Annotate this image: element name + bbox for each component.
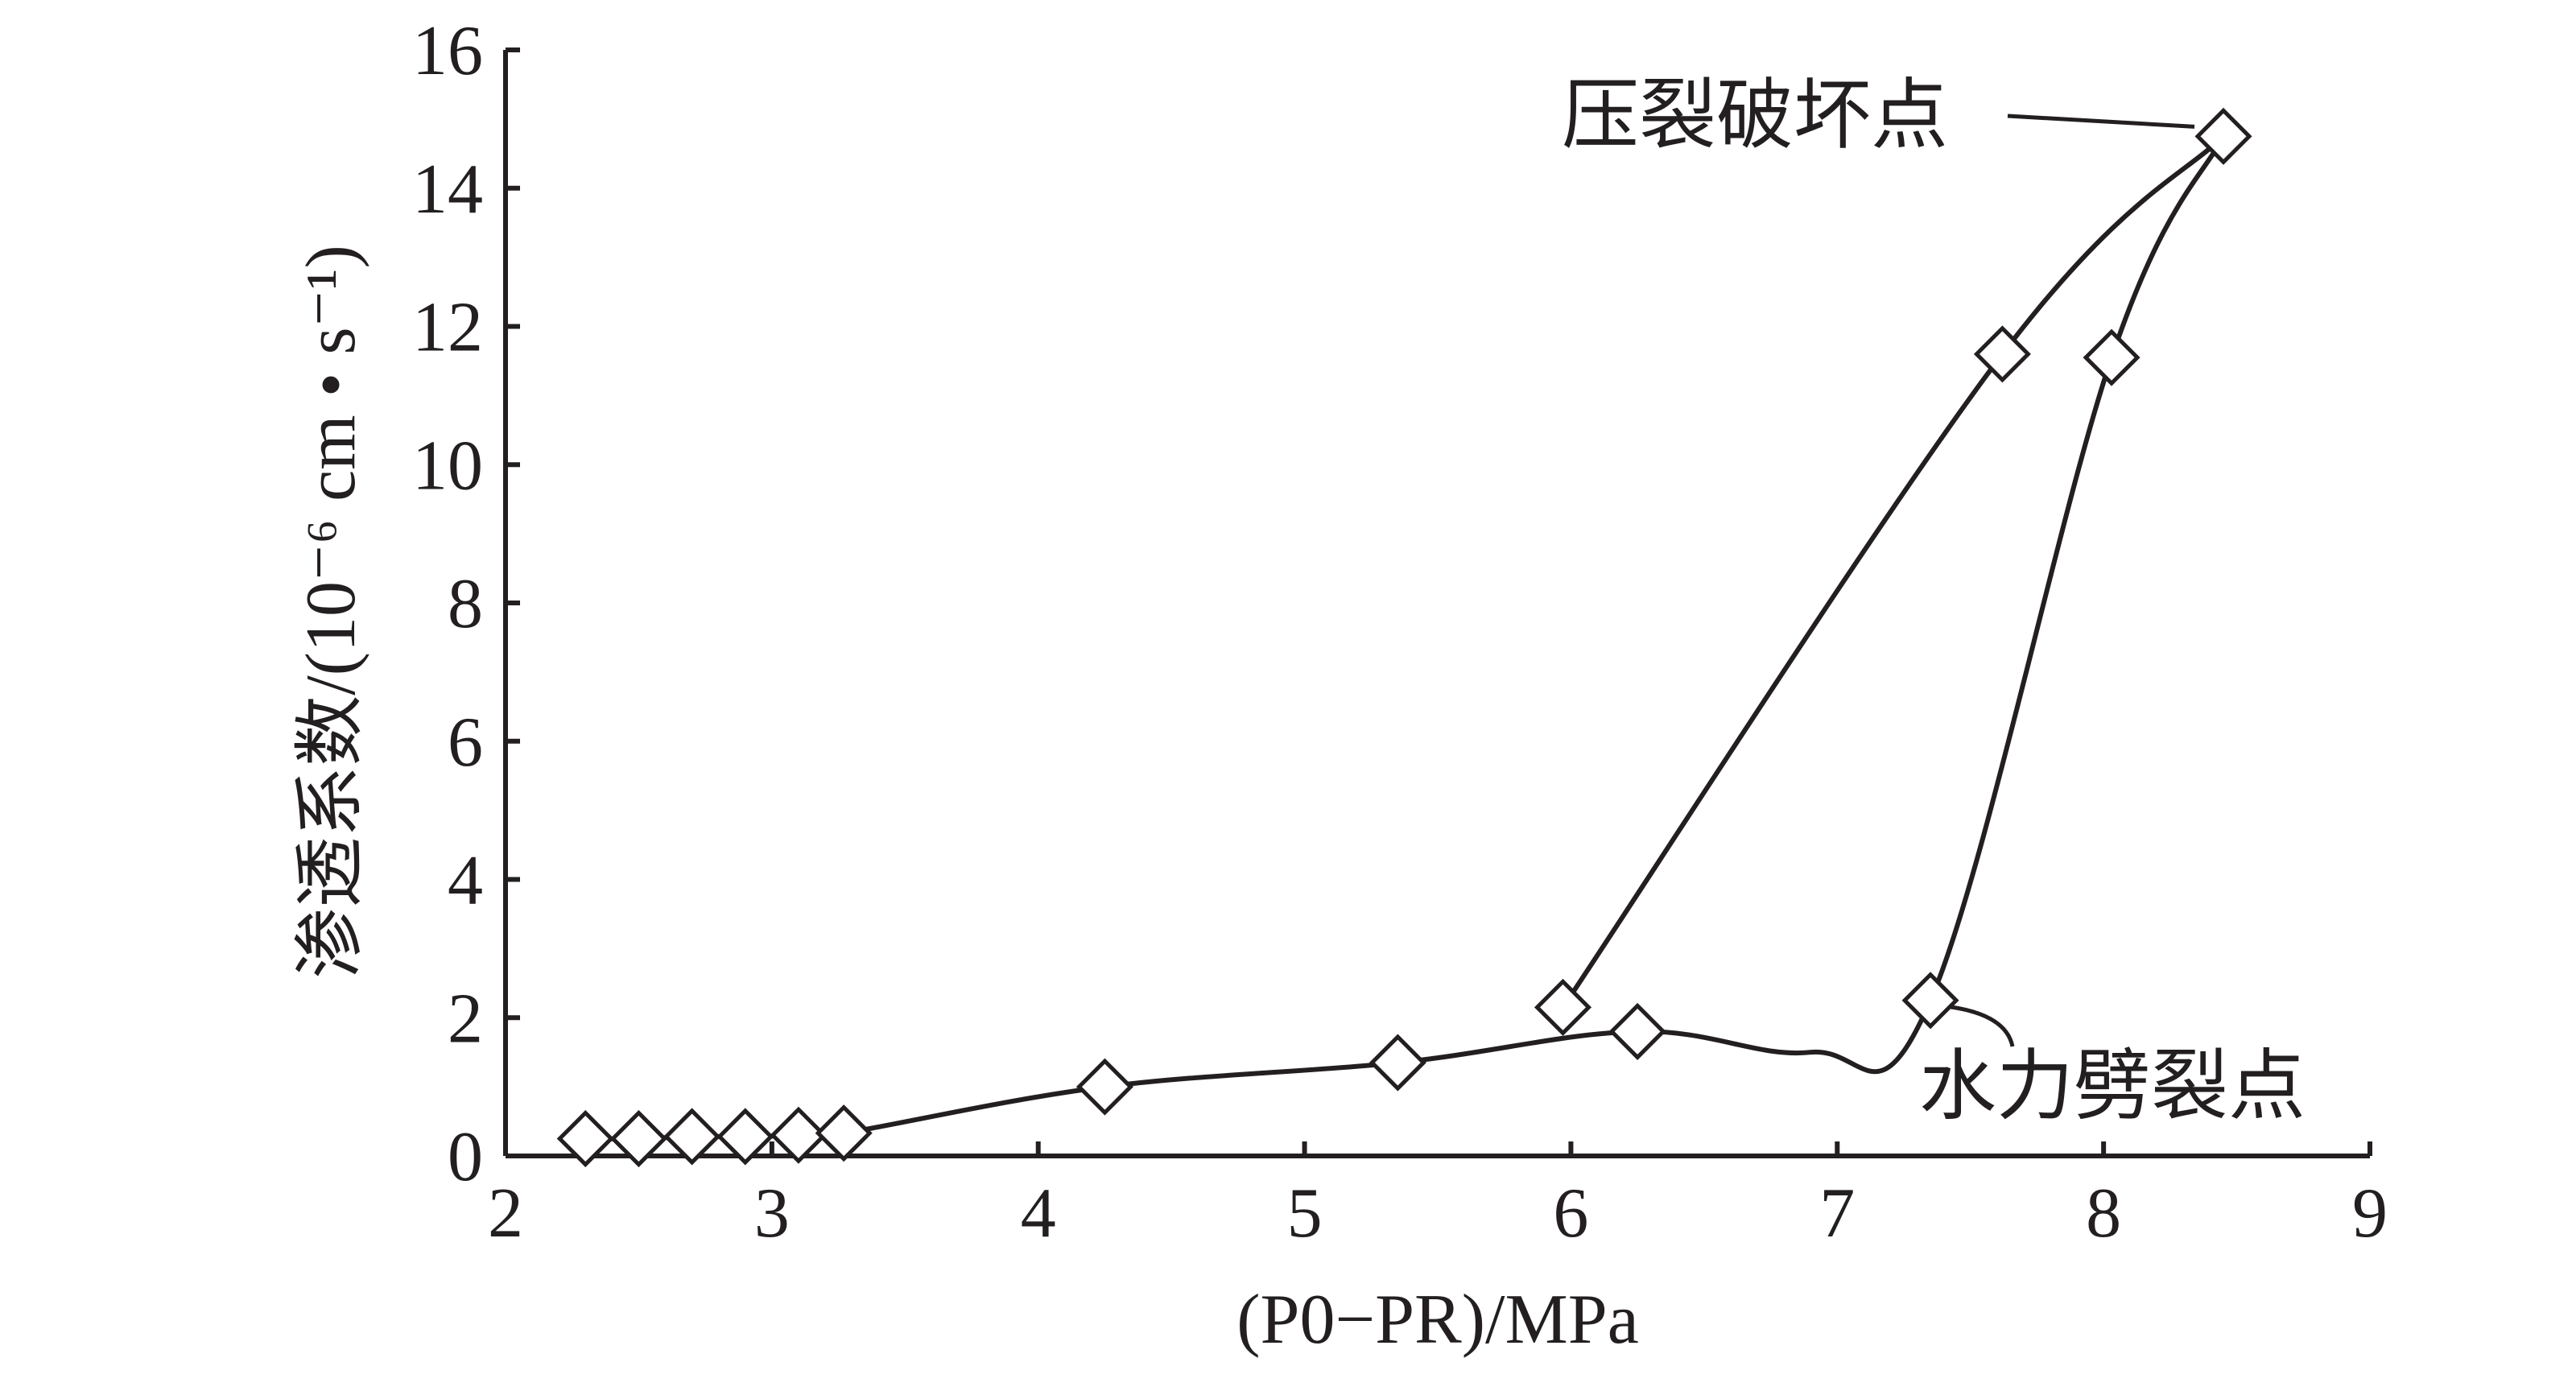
y-tick-label: 4 [448, 842, 483, 920]
data-point-marker [556, 1109, 614, 1168]
x-axis-title: (P0−PR)/MPa [1236, 1281, 1639, 1359]
x-tick-label: 7 [1819, 1174, 1855, 1253]
y-tick-label: 2 [448, 980, 483, 1058]
y-ticks: 0 2 4 6 8 10 12 14 16 [412, 12, 520, 1196]
data-point-marker [815, 1104, 873, 1162]
x-tick-label: 6 [1553, 1174, 1588, 1253]
x-tick-label: 8 [2086, 1174, 2121, 1253]
data-point-marker [663, 1108, 721, 1166]
annotation-hydraulic-fracturing-point: 水力劈裂点 [1919, 1041, 2306, 1131]
data-point-marker [1368, 1034, 1426, 1092]
data-point-marker [1534, 978, 1592, 1036]
data-point-marker [716, 1108, 774, 1166]
y-tick-label: 12 [412, 289, 483, 367]
y-axis-title-text: 渗透系数/(10⁻⁶ cm • s⁻¹) [292, 245, 370, 979]
annotation-leader-hydraulic [1949, 1005, 2015, 1047]
x-ticks: 2 3 4 5 6 7 8 9 [488, 1141, 2388, 1253]
x-tick-label: 2 [488, 1174, 523, 1253]
annotation-fracture-failure-point: 压裂破坏点 [1562, 70, 1948, 160]
curves [585, 134, 2226, 1141]
data-point-marker [1075, 1058, 1133, 1116]
data-point-marker [2194, 107, 2252, 165]
x-tick-label: 4 [1021, 1174, 1056, 1253]
y-tick-label: 14 [412, 151, 483, 229]
series-line-1 [1561, 134, 2226, 1009]
x-tick-label: 3 [754, 1174, 790, 1253]
y-tick-label: 8 [448, 565, 483, 643]
data-point-marker [2083, 328, 2140, 386]
data-point-marker [1973, 325, 2031, 383]
y-tick-label: 10 [412, 427, 483, 505]
y-tick-label: 16 [412, 12, 483, 90]
series-line-0 [585, 134, 2226, 1141]
annotations: 压裂破坏点 水力劈裂点 [1562, 70, 2306, 1131]
y-tick-label: 0 [448, 1118, 483, 1196]
markers [556, 107, 2252, 1168]
y-axis-title: 渗透系数/(10⁻⁶ cm • s⁻¹) [292, 245, 370, 979]
data-point-marker [1608, 1002, 1666, 1060]
data-point-marker [1901, 972, 1959, 1030]
data-point-marker [770, 1106, 828, 1164]
annotation-leader-fracture [2007, 114, 2195, 129]
y-tick-label: 6 [448, 704, 483, 782]
x-tick-label: 5 [1287, 1174, 1323, 1253]
x-tick-label: 9 [2352, 1174, 2388, 1253]
data-point-marker [609, 1109, 667, 1168]
